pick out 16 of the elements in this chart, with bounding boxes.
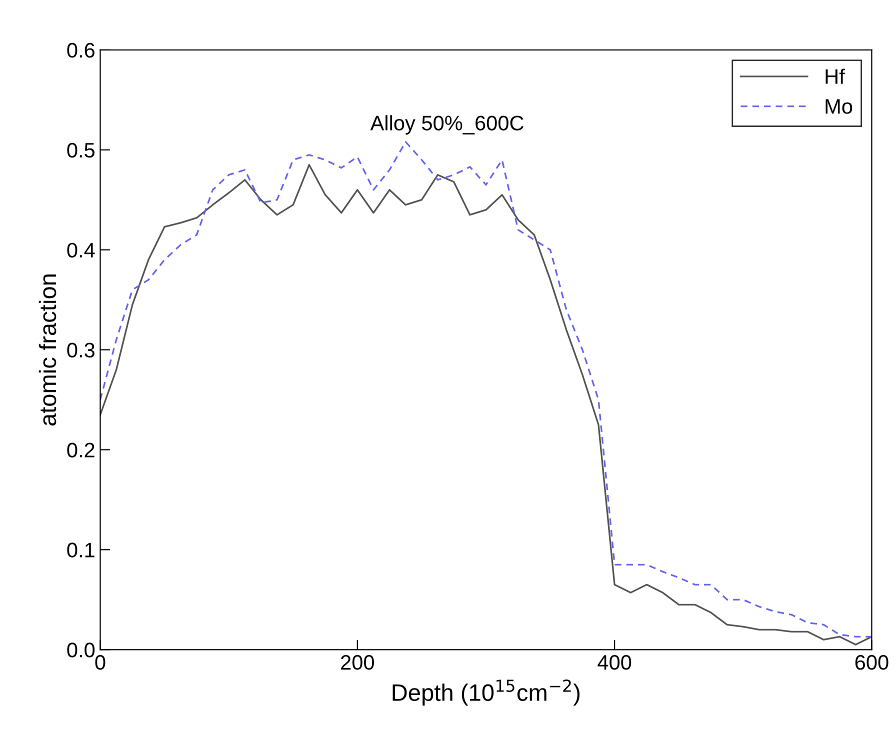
x-tick-label: 0	[95, 655, 106, 670]
y-axis-title: atomic fraction	[38, 274, 56, 426]
legend-label: Mo	[826, 99, 852, 114]
annotation: Alloy 50%_600C	[370, 115, 524, 135]
y-tick-label: 0.4	[67, 242, 95, 258]
x-tick-label: 600	[855, 655, 888, 670]
y-tick-label: 0.2	[67, 442, 94, 458]
legend-label: Hf	[826, 68, 845, 84]
x-axis-title: Depth (10$^{15}$cm$^{−2}$)	[392, 679, 580, 706]
y-tick-label: 0.6	[67, 42, 94, 58]
y-tick-label: 0.5	[67, 142, 95, 158]
y-tick-label: 0.3	[67, 342, 94, 358]
x-tick-label: 400	[598, 655, 632, 670]
y-tick-label: 0.1	[67, 542, 94, 558]
y-tick-label: 0.0	[67, 642, 95, 658]
x-tick-label: 200	[341, 655, 374, 670]
